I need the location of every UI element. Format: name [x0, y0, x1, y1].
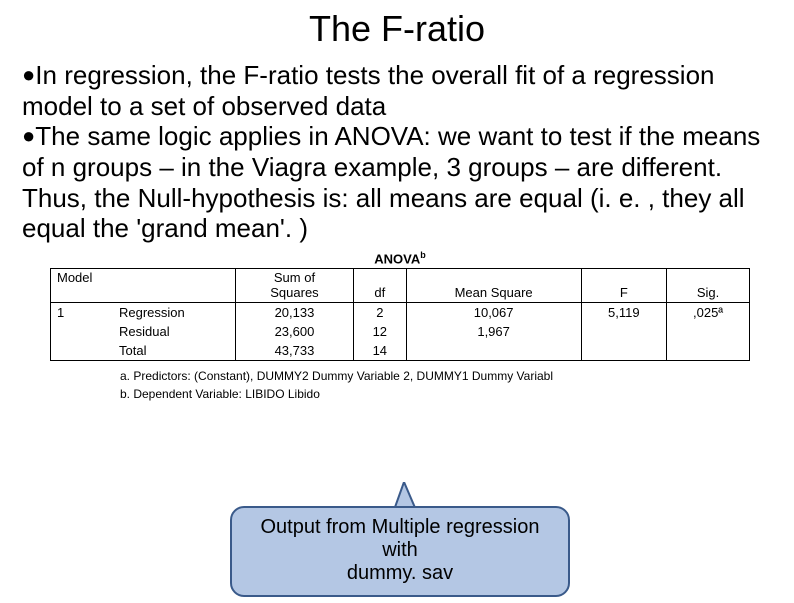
- anova-title-sup: b: [420, 250, 426, 260]
- anova-section: ANOVAb Model Sum ofSquares df Mean Squar…: [50, 250, 750, 403]
- bullet-2: The same logic applies in ANOVA: we want…: [22, 121, 760, 243]
- th-sig: Sig.: [667, 269, 750, 303]
- th-ss: Sum ofSquares: [236, 269, 354, 303]
- th-ms: Mean Square: [406, 269, 581, 303]
- body-text: ●In regression, the F-ratio tests the ov…: [0, 60, 794, 244]
- cell-src: Residual: [113, 322, 236, 341]
- th-f: F: [581, 269, 667, 303]
- anova-title-text: ANOVA: [374, 251, 420, 266]
- table-row: Total 43,733 14: [51, 341, 750, 361]
- bullet-icon: ●: [22, 62, 35, 87]
- cell-df: 2: [353, 302, 406, 322]
- anova-table: Model Sum ofSquares df Mean Square F Sig…: [50, 268, 750, 361]
- table-header-row: Model Sum ofSquares df Mean Square F Sig…: [51, 269, 750, 303]
- cell-ss: 43,733: [236, 341, 354, 361]
- callout-line1: Output from Multiple regression with: [260, 516, 539, 561]
- th-model: Model: [51, 269, 114, 303]
- cell-df: 12: [353, 322, 406, 341]
- callout-box: Output from Multiple regression with dum…: [230, 506, 570, 597]
- cell-ss: 20,133: [236, 302, 354, 322]
- anova-title: ANOVAb: [50, 250, 750, 266]
- cell-ms: 1,967: [406, 322, 581, 341]
- footnote-a: a. Predictors: (Constant), DUMMY2 Dummy …: [120, 367, 750, 385]
- cell-sig: [667, 341, 750, 361]
- cell-model: 1: [51, 302, 114, 360]
- cell-ss: 23,600: [236, 322, 354, 341]
- bullet-1: In regression, the F-ratio tests the ove…: [22, 60, 715, 121]
- cell-f: [581, 341, 667, 361]
- callout-line2: dummy. sav: [347, 562, 453, 584]
- cell-src: Regression: [113, 302, 236, 322]
- table-row: Residual 23,600 12 1,967: [51, 322, 750, 341]
- cell-f: [581, 322, 667, 341]
- bullet-icon: ●: [22, 123, 35, 148]
- cell-ms: [406, 341, 581, 361]
- anova-footnotes: a. Predictors: (Constant), DUMMY2 Dummy …: [120, 367, 750, 403]
- cell-sig: ,025ª: [667, 302, 750, 322]
- callout: Output from Multiple regression with dum…: [230, 506, 570, 597]
- th-blank: [113, 269, 236, 303]
- cell-src: Total: [113, 341, 236, 361]
- page-title: The F-ratio: [0, 8, 794, 50]
- cell-ms: 10,067: [406, 302, 581, 322]
- cell-df: 14: [353, 341, 406, 361]
- th-df: df: [353, 269, 406, 303]
- footnote-b: b. Dependent Variable: LIBIDO Libido: [120, 385, 750, 403]
- table-row: 1 Regression 20,133 2 10,067 5,119 ,025ª: [51, 302, 750, 322]
- cell-sig: [667, 322, 750, 341]
- cell-f: 5,119: [581, 302, 667, 322]
